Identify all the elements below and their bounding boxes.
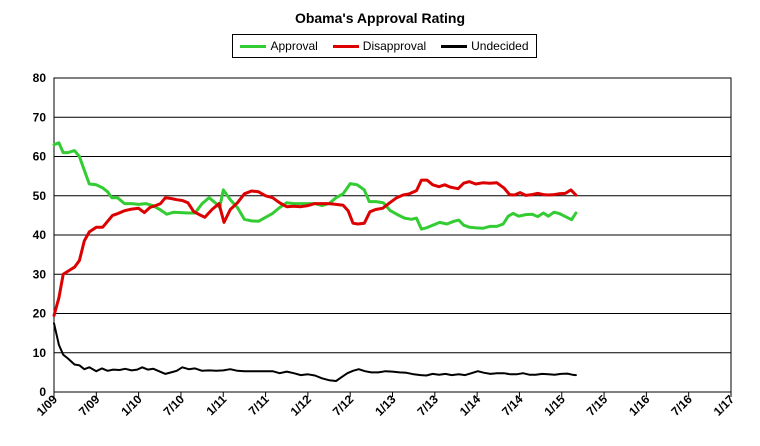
x-tick-label-3: 7/10 <box>161 392 188 419</box>
x-tick-label-14: 1/16 <box>626 392 653 419</box>
y-tick-label-10: 10 <box>33 346 47 360</box>
x-tick-label-15: 7/16 <box>668 392 695 419</box>
x-tick-label-12: 1/15 <box>541 392 568 419</box>
x-tick-label-7: 7/12 <box>330 392 357 419</box>
x-tick-label-4: 1/11 <box>203 392 229 418</box>
y-tick-label-60: 60 <box>33 150 47 164</box>
x-tick-label-11: 7/14 <box>499 392 526 419</box>
y-tick-label-80: 80 <box>33 71 47 85</box>
x-tick-label-10: 1/14 <box>457 392 484 419</box>
series-line-disapproval <box>52 178 578 317</box>
x-tick-label-0: 1/09 <box>34 392 61 419</box>
legend-label-disapproval: Disapproval <box>362 39 427 53</box>
legend-swatch-approval <box>240 44 267 48</box>
chart-legend: Approval Disapproval Undecided <box>232 34 537 58</box>
x-tick-label-5: 7/11 <box>246 392 272 418</box>
legend-item-undecided: Undecided <box>441 39 529 53</box>
legend-item-disapproval: Disapproval <box>332 39 427 53</box>
y-tick-label-30: 30 <box>33 267 47 281</box>
x-tick-label-1: 7/09 <box>76 392 103 419</box>
y-tick-label-40: 40 <box>33 228 47 242</box>
x-tick-label-16: 1/17 <box>711 392 738 419</box>
series-line-approval <box>52 141 578 231</box>
legend-item-approval: Approval <box>240 39 318 53</box>
x-tick-label-9: 7/13 <box>415 392 442 419</box>
y-tick-label-70: 70 <box>33 110 47 124</box>
y-tick-label-20: 20 <box>33 307 47 321</box>
legend-swatch-disapproval <box>332 44 359 48</box>
chart-title: Obama's Approval Rating <box>294 10 466 26</box>
legend-label-approval: Approval <box>270 39 318 53</box>
y-tick-label-0: 0 <box>39 385 46 399</box>
y-tick-label-50: 50 <box>33 189 47 203</box>
x-tick-label-8: 1/13 <box>372 392 399 419</box>
series-line-undecided <box>53 322 577 382</box>
legend-swatch-undecided <box>441 44 468 48</box>
x-tick-label-13: 7/15 <box>584 392 611 419</box>
x-tick-label-2: 1/10 <box>118 392 145 419</box>
legend-label-undecided: Undecided <box>471 39 529 53</box>
x-tick-label-6: 1/12 <box>288 392 315 419</box>
